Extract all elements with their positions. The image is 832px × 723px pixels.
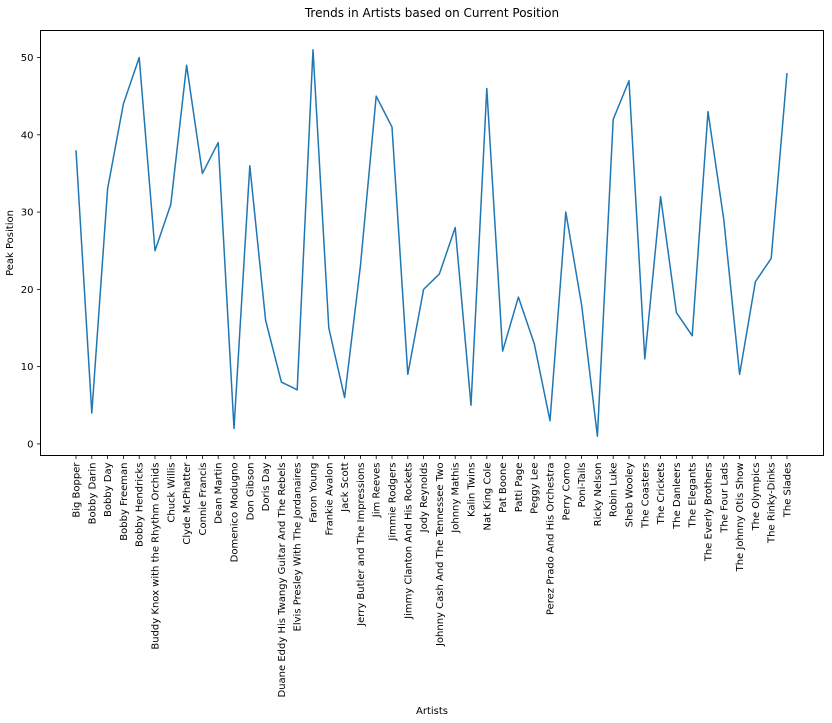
chart-title: Trends in Artists based on Current Posit… <box>304 6 559 20</box>
x-tick-label: Jack Scott <box>340 462 351 512</box>
y-axis: 0 10 20 30 40 50 <box>21 53 41 450</box>
x-tick-label: Don Gibson <box>245 463 256 521</box>
x-tick-label: Frankie Avalon <box>324 463 335 536</box>
y-tick-label: 10 <box>21 362 34 373</box>
y-tick-label: 30 <box>21 208 34 219</box>
x-tick-label: The Everly Brothers <box>704 463 715 563</box>
x-tick-label: Doris Day <box>261 462 272 511</box>
x-tick-label: Domenico Modugno <box>230 463 241 563</box>
x-axis: Big Bopper Bobby Darin Bobby Day Bobby Free… <box>72 455 794 698</box>
x-tick-label: The Coasters <box>640 463 651 530</box>
x-tick-label: Dean Martin <box>214 463 225 524</box>
x-tick-label: The Rinky-Dinks <box>767 463 778 544</box>
x-tick-label: Bobby Darin <box>87 463 98 525</box>
x-tick-label: Patti Page <box>514 463 525 513</box>
x-tick-label: Perry Como <box>561 463 572 521</box>
x-tick-label: Pat Boone <box>498 463 509 513</box>
x-tick-label: Jimmie Rodgers <box>388 463 399 542</box>
x-tick-label: Connie Francis <box>198 463 209 536</box>
x-axis-title: Artists <box>416 706 448 717</box>
x-tick-label: The Four Lads <box>719 463 730 534</box>
x-tick-label: Buddy Knox with the Rhythm Orchids <box>151 463 162 650</box>
x-tick-label: Robin Luke <box>609 463 620 518</box>
x-tick-label: The Olympics <box>751 463 762 532</box>
x-tick-label: Jimmy Clanton And His Rockets <box>403 463 414 620</box>
x-tick-label: Chuck Willis <box>166 463 177 523</box>
x-tick-label: Perez Prado And His Orchestra <box>546 463 557 616</box>
x-tick-label: Jim Reeves <box>372 463 383 519</box>
x-tick-label: Bobby Hendricks <box>135 463 146 548</box>
x-tick-label: Johnny Mathis <box>451 463 462 534</box>
x-tick-label: The Elegants <box>688 463 699 529</box>
x-tick-label: Ricky Nelson <box>593 463 604 527</box>
x-tick-label: Jerry Butler and The Impressions <box>356 463 367 627</box>
x-tick-label: Poni-Tails <box>577 463 588 508</box>
y-tick-label: 0 <box>27 439 33 450</box>
x-tick-label: Peggy Lee <box>530 463 541 514</box>
x-tick-label: Kalin Twins <box>467 463 478 518</box>
x-tick-label: Nat King Cole <box>482 463 493 531</box>
x-tick-label: Clyde McPhatter <box>182 462 193 545</box>
x-tick-label: The Slades <box>783 463 794 519</box>
x-tick-label: Johnny Cash And The Tennessee Two <box>435 463 446 648</box>
x-tick-label: Elvis Presley With The Jordanaires <box>293 463 304 632</box>
y-tick-label: 50 <box>21 53 34 64</box>
x-tick-label: Bobby Day <box>103 462 114 517</box>
x-tick-label: Bobby Freeman <box>119 463 130 541</box>
x-tick-label: The Danleers <box>672 463 683 530</box>
x-tick-label: The Crickets <box>656 463 667 526</box>
x-tick-label: Sheb Wooley <box>625 462 636 527</box>
x-tick-label: Faron Young <box>309 463 320 523</box>
series-line <box>75 49 788 437</box>
plot-area-frame <box>40 30 824 456</box>
y-tick-label: 20 <box>21 285 34 296</box>
x-tick-label: Big Bopper <box>72 462 83 518</box>
x-tick-label: Jody Reynolds <box>419 463 430 534</box>
y-tick-label: 40 <box>21 130 34 141</box>
x-tick-label: Duane Eddy His Twangy Guitar And The Reb… <box>277 463 288 698</box>
y-axis-title: Peak Position <box>5 210 16 276</box>
x-tick-label: The Johnny Otis Show <box>735 463 746 573</box>
